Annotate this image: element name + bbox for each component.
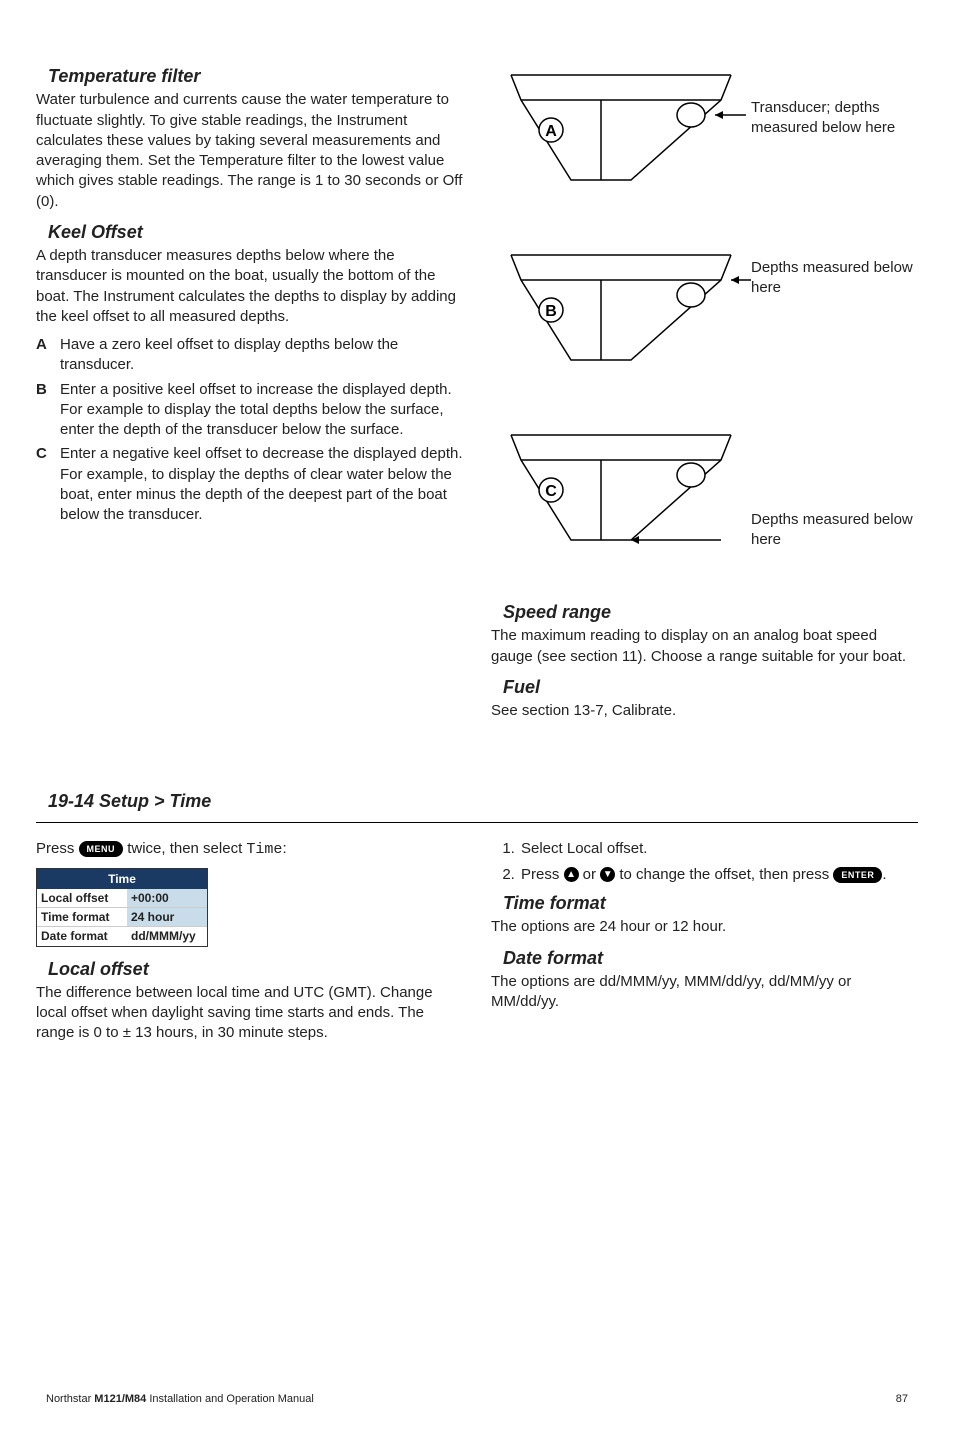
section-rule: [36, 822, 918, 823]
up-button-icon: ▲: [564, 867, 579, 882]
local-offset-body: The difference between local time and UT…: [36, 983, 463, 1044]
setup-time-heading: 19-14 Setup > Time: [48, 789, 918, 817]
time-box-row: Time format24 hour: [37, 907, 207, 926]
speed-range-body: The maximum reading to display on an ana…: [491, 626, 918, 667]
footer-title: Northstar M121/M84 Installation and Oper…: [46, 1392, 314, 1407]
down-button-icon: ▼: [600, 867, 615, 882]
keel-offset-heading: Keel Offset: [48, 220, 463, 244]
speed-range-heading: Speed range: [503, 600, 918, 624]
svg-text:B: B: [545, 303, 557, 320]
step-1: Select Local offset.: [519, 839, 918, 859]
page-footer: Northstar M121/M84 Installation and Oper…: [36, 1392, 918, 1407]
local-offset-heading: Local offset: [48, 957, 463, 981]
keel-offset-list: A Have a zero keel offset to display dep…: [36, 335, 463, 525]
diagram-b-caption: Depths measured below here: [751, 258, 918, 297]
svg-text:A: A: [545, 123, 557, 140]
time-box-row: Date formatdd/MMM/yy: [37, 926, 207, 945]
fuel-heading: Fuel: [503, 675, 918, 699]
svg-text:C: C: [545, 483, 557, 500]
boat-diagram-c: C Depths measured below here: [491, 420, 918, 570]
keel-offset-item-a: A Have a zero keel offset to display dep…: [36, 335, 463, 376]
setup-time-press: Press MENU twice, then select Time:: [36, 839, 463, 860]
step-2: Press ▲ or ▼ to change the offset, then …: [519, 865, 918, 885]
temperature-filter-heading: Temperature filter: [48, 64, 463, 88]
time-box-row: Local offset+00:00: [37, 889, 207, 907]
time-format-heading: Time format: [503, 891, 918, 915]
diagram-c-caption: Depths measured below here: [751, 510, 918, 549]
date-format-heading: Date format: [503, 946, 918, 970]
local-offset-steps: Select Local offset. Press ▲ or ▼ to cha…: [491, 839, 918, 886]
time-box-title: Time: [37, 869, 207, 889]
boat-diagram-b: B Depths measured below here: [491, 240, 918, 390]
diagram-a-caption: Transducer; depths measured below here: [751, 98, 918, 137]
boat-diagram-a: A Transducer; depths measured below here: [491, 60, 918, 210]
time-code: Time: [246, 841, 282, 858]
keel-offset-intro: A depth transducer measures depths below…: [36, 246, 463, 327]
keel-offset-item-b: B Enter a positive keel offset to increa…: [36, 380, 463, 441]
date-format-body: The options are dd/MMM/yy, MMM/dd/yy, dd…: [491, 972, 918, 1013]
temperature-filter-body: Water turbulence and currents cause the …: [36, 90, 463, 212]
page-number: 87: [896, 1392, 908, 1407]
fuel-body: See section 13-7, Calibrate.: [491, 701, 918, 721]
enter-button-icon: ENTER: [833, 867, 882, 883]
time-settings-box: Time Local offset+00:00Time format24 hou…: [36, 868, 208, 947]
keel-offset-item-c: C Enter a negative keel offset to decrea…: [36, 444, 463, 525]
time-format-body: The options are 24 hour or 12 hour.: [491, 917, 918, 937]
menu-button-icon: MENU: [79, 841, 124, 857]
